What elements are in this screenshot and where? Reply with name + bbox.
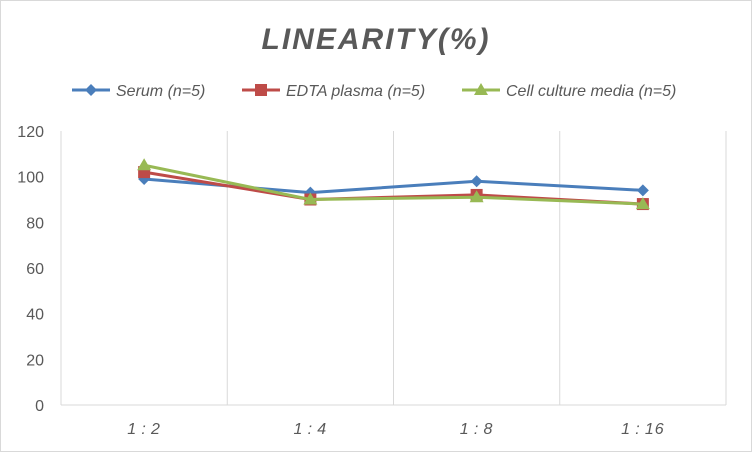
x-tick-label: 1 : 2: [127, 421, 161, 438]
x-axis-ticks: 1 : 2 1 : 4 1 : 8 1 : 16: [127, 421, 665, 438]
x-tick-label: 1 : 16: [621, 421, 665, 438]
data-point: [470, 175, 483, 188]
x-tick-label: 1 : 4: [294, 421, 328, 438]
data-point: [635, 197, 650, 210]
y-axis-ticks: 0 20 40 60 80 100 120: [17, 124, 44, 415]
legend-item: Cell culture media (n=5): [462, 83, 676, 100]
legend-label: EDTA plasma (n=5): [286, 83, 425, 100]
y-tick-label: 20: [26, 352, 44, 369]
y-tick-label: 80: [26, 215, 44, 232]
legend: Serum (n=5) EDTA plasma (n=5) Cell culture…: [72, 83, 676, 100]
legend-label: Cell culture media (n=5): [506, 83, 676, 100]
y-tick-label: 120: [17, 124, 44, 141]
data-point: [636, 184, 649, 197]
grid: [60, 131, 727, 406]
legend-marker: [85, 84, 97, 96]
series-layer: [137, 158, 650, 211]
data-point: [469, 190, 484, 203]
legend-item: Serum (n=5): [72, 83, 205, 100]
legend-marker: [474, 83, 488, 95]
y-tick-label: 60: [26, 261, 44, 278]
x-tick-label: 1 : 8: [460, 421, 494, 438]
chart-title: LINEARITY(%): [262, 23, 491, 56]
y-tick-label: 40: [26, 307, 44, 324]
series-line: [143, 163, 643, 206]
y-tick-label: 100: [17, 170, 44, 187]
data-point: [303, 192, 318, 205]
legend-marker: [255, 84, 267, 96]
legend-item: EDTA plasma (n=5): [242, 83, 425, 100]
legend-label: Serum (n=5): [116, 83, 205, 100]
data-point: [137, 158, 152, 171]
series-3: [137, 158, 650, 210]
y-tick-label: 0: [35, 398, 44, 415]
